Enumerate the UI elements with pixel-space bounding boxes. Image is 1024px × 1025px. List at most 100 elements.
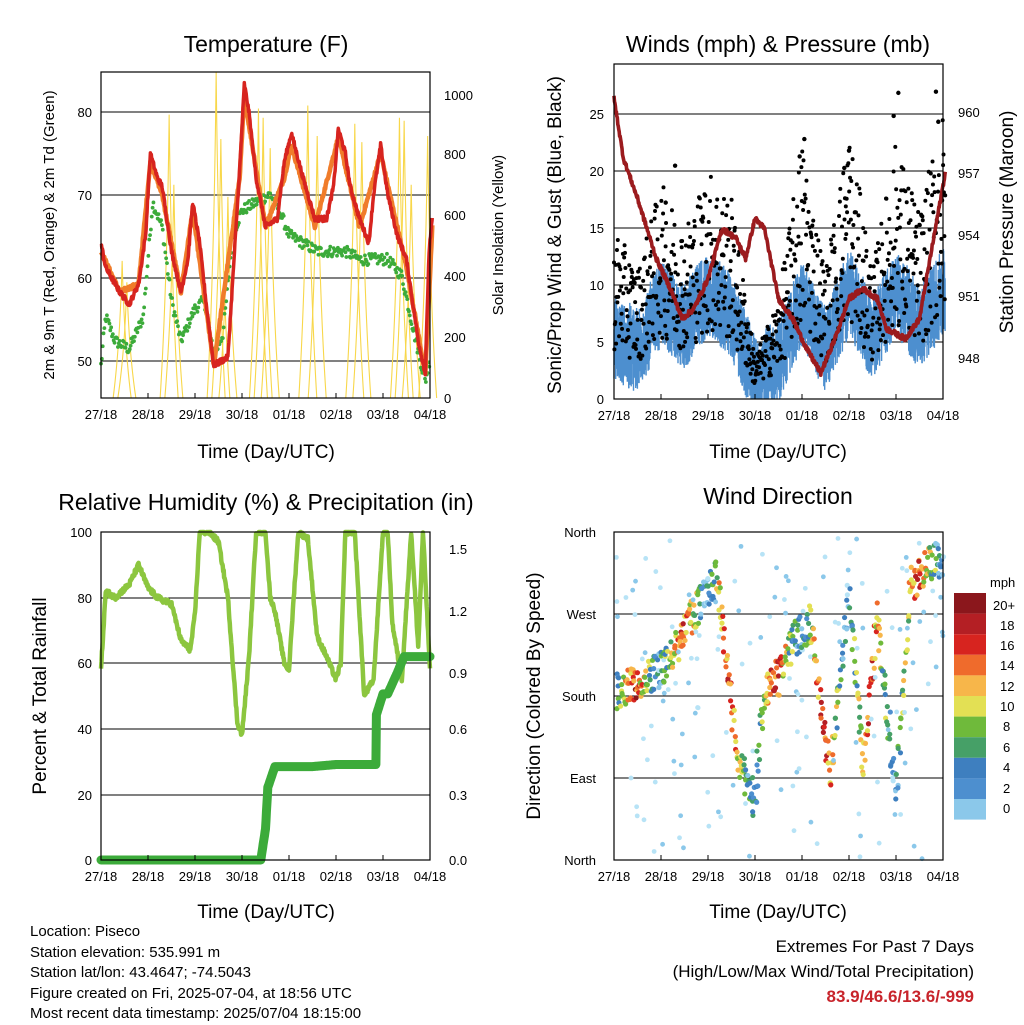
solar-spike: [394, 120, 414, 399]
dewpoint-point: [110, 332, 115, 337]
gust-point: [795, 204, 800, 209]
gust-point: [639, 317, 644, 322]
gust-point: [758, 370, 763, 375]
precip-tick-0.9: 0.9: [449, 666, 467, 681]
direction-point: [788, 661, 794, 667]
gust-point: [691, 283, 696, 288]
dewpoint-point: [121, 339, 126, 344]
gust-point: [808, 329, 813, 334]
gust-point: [928, 171, 933, 176]
gust-point: [834, 310, 839, 315]
winds-series: [612, 89, 948, 399]
direction-point: [862, 757, 868, 763]
direction-point: [927, 545, 933, 551]
direction-point: [677, 638, 683, 645]
legend-color-box: [954, 716, 986, 738]
direction-point: [791, 828, 797, 834]
gust-point: [688, 234, 693, 239]
direction-point: [897, 627, 903, 632]
gust-point: [826, 273, 831, 278]
gust-point: [658, 278, 663, 283]
direction-point: [660, 841, 665, 847]
dewpoint-point: [149, 227, 153, 232]
direction-point: [833, 703, 840, 710]
direction-point: [681, 845, 686, 851]
winds-tick-0: 0: [597, 392, 604, 407]
gust-point: [674, 328, 679, 333]
gust-point: [889, 299, 894, 304]
pressure-tick-948: 948: [958, 351, 980, 366]
solar-spike: [117, 282, 137, 399]
gust-point: [861, 345, 866, 350]
gust-point: [938, 294, 943, 299]
dewpoint-point: [223, 306, 228, 310]
gust-point: [930, 193, 935, 198]
dewpoint-point: [241, 211, 246, 216]
x-tick-label: 28/18: [645, 869, 678, 884]
gust-point: [920, 218, 925, 223]
dewpoint-point: [164, 256, 169, 261]
direction-point: [857, 704, 863, 710]
direction-point: [864, 732, 871, 738]
direction-tick-east: East: [570, 771, 596, 786]
gust-point: [635, 337, 640, 342]
gust-point: [901, 167, 906, 172]
gust-point: [715, 272, 720, 277]
gust-point: [832, 250, 837, 255]
direction-point: [737, 774, 743, 781]
gust-point: [834, 286, 839, 291]
gust-point: [892, 263, 897, 268]
gust-point: [904, 304, 909, 309]
legend-label-6: 6: [1003, 740, 1010, 755]
gust-point: [746, 322, 751, 327]
direction-point: [914, 592, 920, 598]
gust-point: [831, 223, 836, 228]
direction-point: [669, 660, 676, 667]
x-tick-label: 29/18: [179, 869, 212, 884]
gust-point: [863, 230, 868, 235]
gust-point: [884, 230, 889, 235]
gust-point: [820, 259, 825, 264]
humidity-tick-40: 40: [78, 722, 92, 737]
gust-point: [875, 260, 880, 265]
gust-point: [890, 323, 895, 328]
direction-point: [816, 676, 822, 682]
gust-point: [748, 371, 753, 376]
gust-point: [811, 218, 816, 223]
gust-point: [819, 353, 824, 358]
direction-point: [721, 626, 727, 632]
gust-point: [856, 213, 861, 218]
gust-point: [770, 346, 775, 351]
dewpoint-point: [143, 291, 147, 296]
x-tick-label: 01/18: [786, 408, 819, 423]
gust-point: [894, 227, 899, 232]
gust-point: [632, 280, 637, 285]
direction-point: [872, 675, 878, 680]
gust-point: [761, 376, 766, 381]
gust-point: [645, 269, 650, 274]
gust-point: [644, 236, 649, 241]
direction-point: [881, 685, 888, 691]
precip-tick-0.6: 0.6: [449, 722, 467, 737]
direction-point: [736, 608, 742, 614]
gust-point: [903, 189, 908, 194]
gust-point: [863, 331, 868, 336]
direction-point: [747, 853, 752, 859]
legend-label-0: 0: [1003, 801, 1010, 816]
gust-point: [646, 339, 651, 344]
x-tick-label: 03/18: [880, 408, 913, 423]
gust-point: [791, 274, 796, 279]
direction-point: [720, 613, 726, 620]
dewpoint-point: [401, 287, 406, 292]
gust-point: [660, 335, 665, 340]
direction-point: [633, 578, 638, 584]
gust-point: [651, 271, 656, 276]
gust-point: [672, 252, 677, 257]
direction-point: [865, 721, 872, 727]
gust-point: [675, 272, 680, 277]
total-rainfall-line: [96, 652, 435, 865]
x-tick-label: 28/18: [132, 869, 165, 884]
gust-point: [890, 285, 895, 290]
direction-point: [754, 799, 760, 805]
gust-point: [732, 225, 737, 230]
